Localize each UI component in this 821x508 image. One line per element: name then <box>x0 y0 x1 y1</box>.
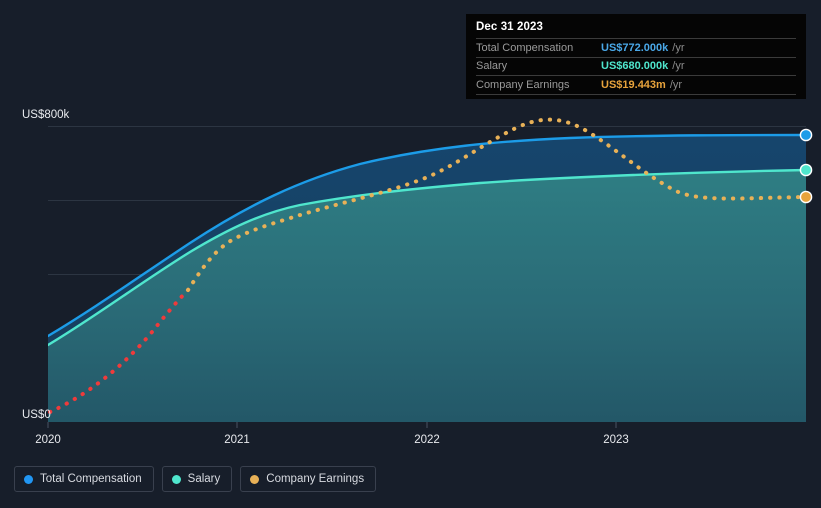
tooltip-label-company-earnings: Company Earnings <box>476 78 570 91</box>
endpoint-total-compensation <box>799 128 813 142</box>
tooltip-row-total-compensation: Total Compensation US$772.000k /yr <box>476 38 796 57</box>
legend-item-salary[interactable]: Salary <box>161 466 233 492</box>
endpoint-company-earnings <box>799 190 813 204</box>
x-tick-label-2023: 2023 <box>603 434 629 446</box>
tooltip-row-company-earnings: Company Earnings US$19.443m /yr <box>476 75 796 95</box>
x-axis: 2020 2021 2022 2023 <box>35 422 629 446</box>
tooltip-unit-company-earnings: /yr <box>669 78 683 91</box>
endpoint-salary <box>799 163 813 177</box>
tooltip-label-salary: Salary <box>476 60 508 73</box>
tooltip-label-total-compensation: Total Compensation <box>476 41 574 54</box>
tooltip-value-company-earnings: US$19.443m <box>601 78 666 91</box>
chart-tooltip: Dec 31 2023 Total Compensation US$772.00… <box>466 14 806 99</box>
legend-dot-icon <box>24 474 33 484</box>
area-salary <box>48 170 806 422</box>
y-axis-bottom-label: US$0 <box>22 409 51 421</box>
legend-item-total-compensation[interactable]: Total Compensation <box>14 466 154 492</box>
tooltip-row-salary: Salary US$680.000k /yr <box>476 56 796 76</box>
x-tick-label-2020: 2020 <box>35 434 61 446</box>
tooltip-unit-salary: /yr <box>672 60 685 73</box>
tooltip-unit-total-compensation: /yr <box>672 41 685 54</box>
legend-label-company-earnings: Company Earnings <box>266 473 365 485</box>
legend-item-company-earnings[interactable]: Company Earnings <box>240 466 377 492</box>
endpoint-markers <box>799 128 813 204</box>
tooltip-date: Dec 31 2023 <box>476 21 543 33</box>
y-axis-top-label: US$800k <box>22 109 70 121</box>
legend-label-salary: Salary <box>187 473 221 485</box>
chart-legend: Total Compensation Salary Company Earnin… <box>14 466 377 492</box>
legend-dot-icon <box>171 474 181 484</box>
line-company-earnings-negative <box>48 286 192 414</box>
legend-label-total-compensation: Total Compensation <box>40 473 142 485</box>
x-tick-label-2021: 2021 <box>224 434 250 446</box>
line-salary <box>48 168 806 347</box>
tooltip-value-salary: US$680.000k <box>601 60 669 73</box>
line-total-compensation <box>48 133 806 338</box>
x-tick-label-2022: 2022 <box>414 434 440 446</box>
legend-dot-icon <box>250 474 260 484</box>
tooltip-value-total-compensation: US$772.000k <box>601 41 669 54</box>
